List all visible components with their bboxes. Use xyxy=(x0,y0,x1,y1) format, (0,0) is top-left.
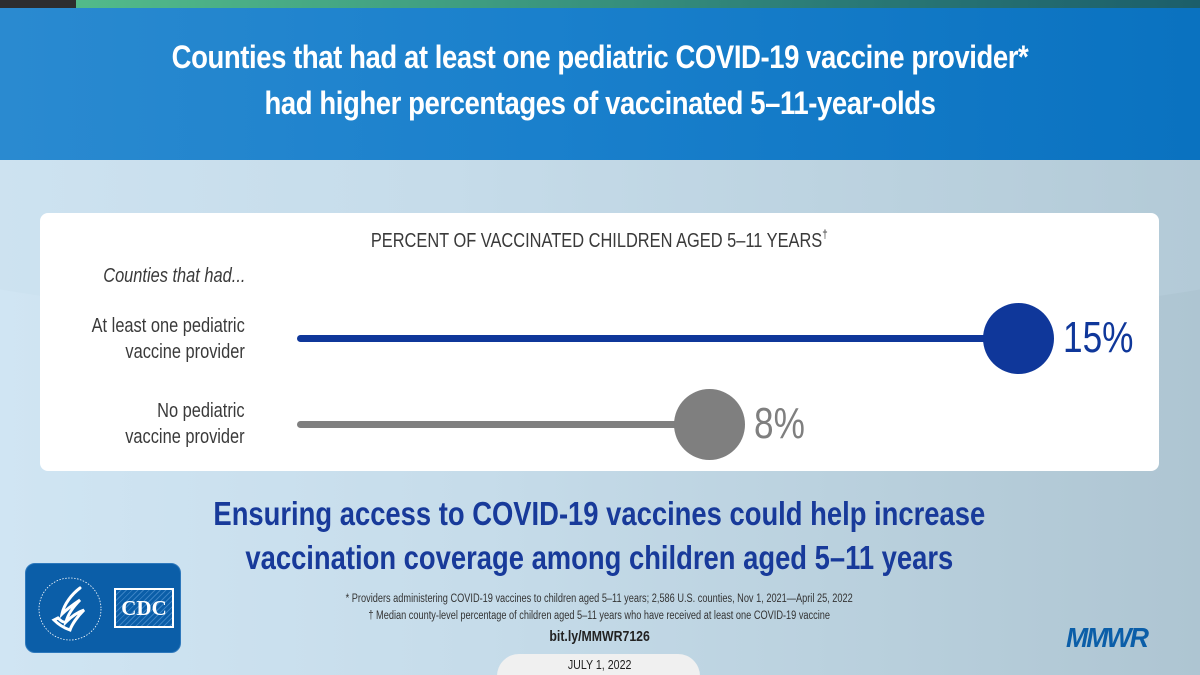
dot-provider xyxy=(983,303,1054,374)
short-link[interactable]: bit.ly/MMWR7126 xyxy=(549,628,650,645)
cdc-logo: CDC xyxy=(114,588,174,628)
header-banner xyxy=(0,8,1200,178)
row-label-provider: At least one pediatric vaccine provider xyxy=(92,313,245,365)
chart-title-text: PERCENT OF VACCINATED CHILDREN AGED 5–11… xyxy=(370,230,823,252)
top-accent-dark-segment xyxy=(0,0,76,8)
row-label-line2: vaccine provider xyxy=(125,426,245,448)
hhs-eagle-icon xyxy=(38,577,102,641)
row-label-line1: At least one pediatric xyxy=(91,315,245,337)
hhs-cdc-logo: CDC xyxy=(25,563,181,653)
footnote-asterisk: * Providers administering COVID-19 vacci… xyxy=(345,593,853,605)
top-accent-bar xyxy=(0,0,1200,8)
page-title-line1: Counties that had at least one pediatric… xyxy=(171,39,1029,75)
publication-date: JULY 1, 2022 xyxy=(567,657,632,672)
date-tab xyxy=(497,654,700,675)
footnote-dagger: † Median county-level percentage of chil… xyxy=(368,610,831,622)
chart-card xyxy=(40,213,1159,471)
footnotes: * Providers administering COVID-19 vacci… xyxy=(119,591,1079,625)
takeaway-line1: Ensuring access to COVID-19 vaccines cou… xyxy=(213,495,986,532)
takeaway-message: Ensuring access to COVID-19 vaccines cou… xyxy=(101,492,1097,580)
dot-no-provider xyxy=(674,389,745,460)
row-label-line1: No pediatric xyxy=(157,400,245,422)
page-title-line2: had higher percentages of vaccinated 5–1… xyxy=(264,85,936,121)
bar-no-provider xyxy=(297,421,712,428)
takeaway-line2: vaccination coverage among children aged… xyxy=(245,539,954,576)
chart-title: PERCENT OF VACCINATED CHILDREN AGED 5–11… xyxy=(107,227,1091,253)
value-provider: 15% xyxy=(1063,313,1134,362)
mmwr-logo: MMWR xyxy=(1066,622,1149,653)
dagger-mark: † xyxy=(822,227,828,241)
page-title: Counties that had at least one pediatric… xyxy=(84,34,1116,126)
group-label: Counties that had... xyxy=(102,265,245,287)
row-label-no-provider: No pediatric vaccine provider xyxy=(126,398,245,450)
row-label-line2: vaccine provider xyxy=(125,341,245,363)
bar-provider xyxy=(297,335,1022,342)
value-no-provider: 8% xyxy=(754,399,805,448)
